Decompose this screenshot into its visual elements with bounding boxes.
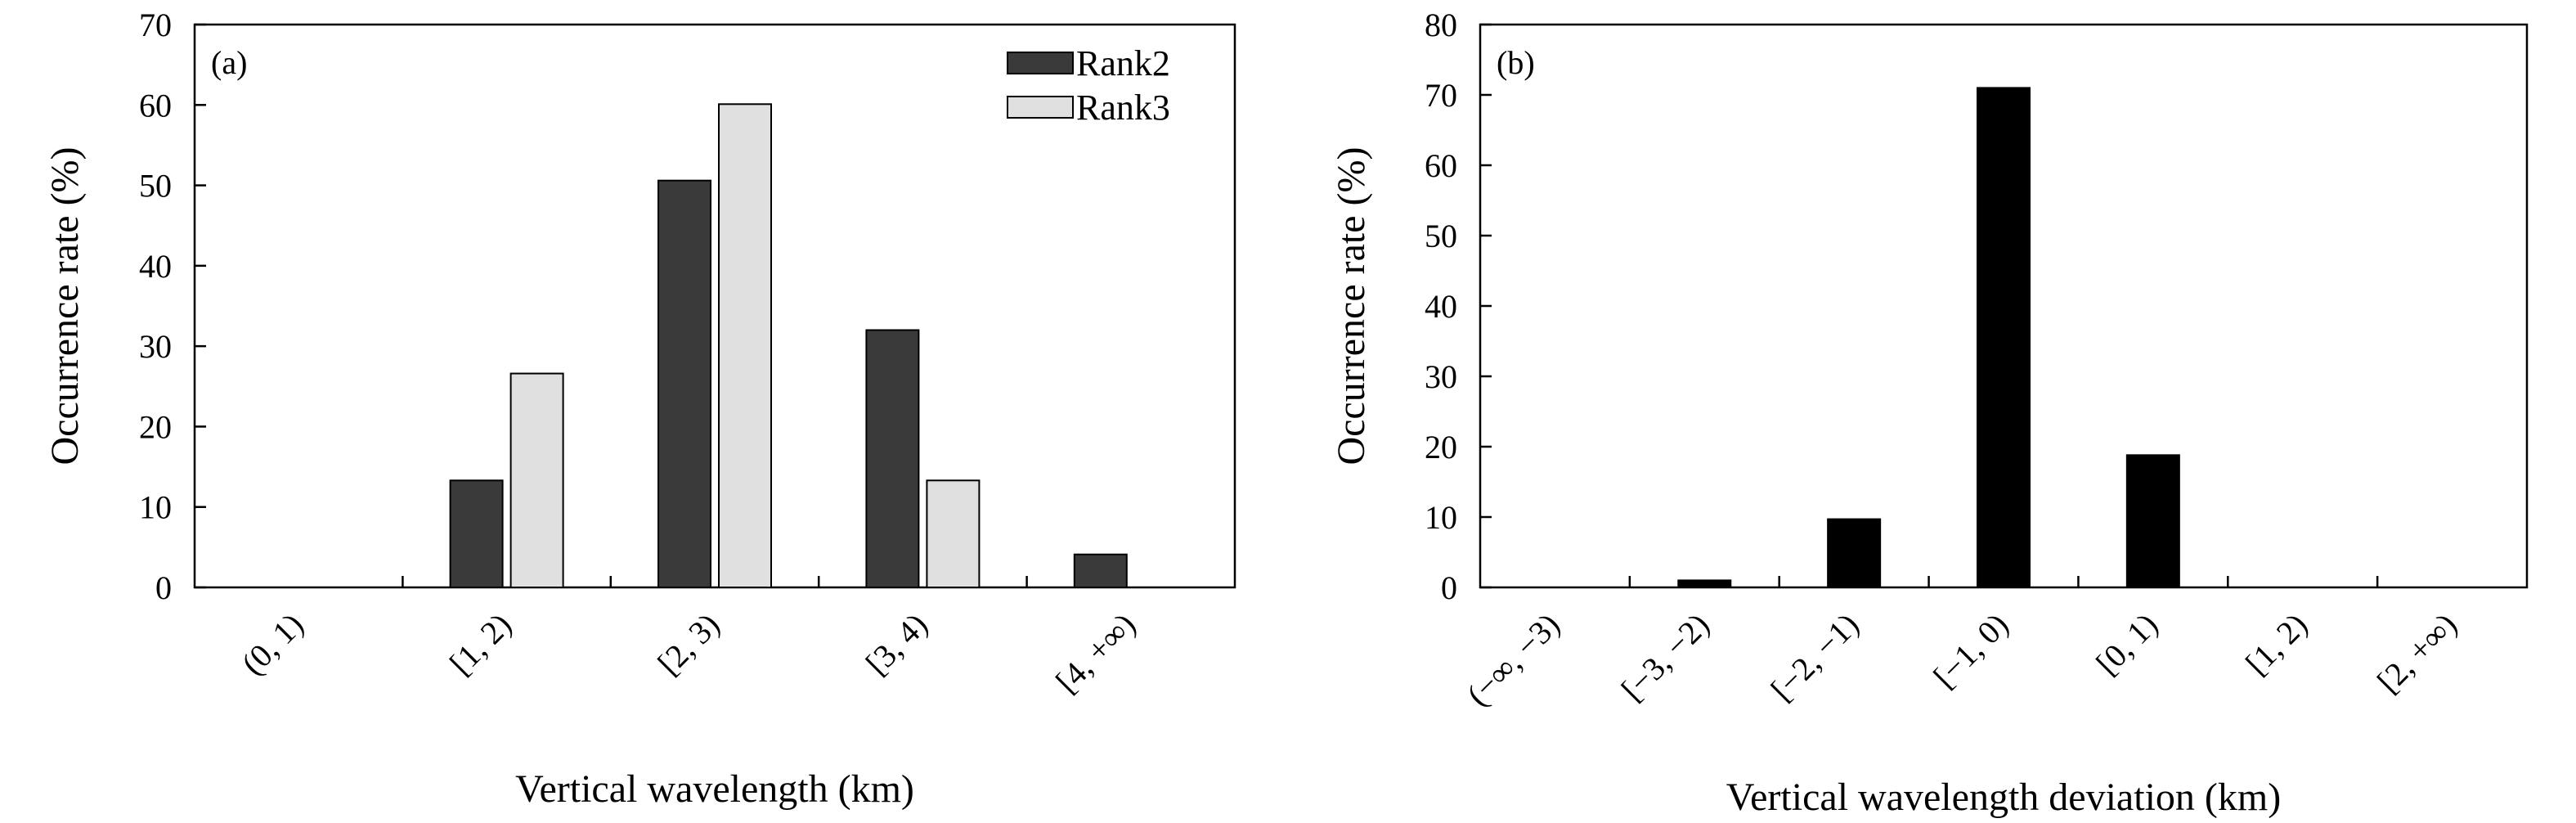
y-tick-label: 20 — [139, 408, 172, 445]
y-tick-label: 50 — [139, 168, 172, 205]
panel-b: 0 10 20 30 40 50 60 70 80 (−∞, −3) [−3, −2) [−2, −1… — [1330, 7, 2529, 819]
panel-label: (b) — [1497, 44, 1535, 81]
y-tick-label: 30 — [1425, 358, 1457, 395]
y-tick-label: 60 — [139, 87, 172, 124]
x-tick-label: [4, +∞) — [1048, 606, 1142, 700]
panel-label: (a) — [211, 44, 247, 81]
bar-rank3-3 — [926, 479, 981, 589]
x-tick-label: [0, 1) — [2089, 606, 2165, 682]
x-tick-label: [2, 3) — [650, 606, 726, 682]
bar-rank2-2 — [657, 179, 711, 588]
x-tick-label: [1, 2) — [442, 606, 518, 682]
bar-rank2-1 — [449, 479, 504, 589]
x-axis: (0, 1) [1, 2) [2, 3) [3, 4) [4, +∞) — [234, 576, 1142, 700]
x-tick-label: (−∞, −3) — [1460, 606, 1567, 713]
x-tick-label: (0, 1) — [234, 606, 310, 682]
x-tick-label: [−2, −1) — [1764, 606, 1866, 708]
legend: Rank2 Rank3 — [1007, 43, 1170, 128]
y-tick-label: 30 — [139, 328, 172, 365]
y-tick-label: 40 — [1425, 288, 1457, 325]
y-axis-title: Occurrence rate (%) — [43, 146, 87, 465]
y-tick-label: 10 — [1425, 499, 1457, 536]
legend-label: Rank2 — [1076, 43, 1170, 83]
bar-1 — [1677, 579, 1732, 589]
x-tick-label: [−3, −2) — [1614, 606, 1717, 708]
y-tick-label: 20 — [1425, 429, 1457, 465]
y-tick-label: 10 — [139, 489, 172, 526]
x-tick-label: [1, 2) — [2238, 606, 2314, 682]
x-tick-label: [3, 4) — [859, 606, 935, 682]
x-tick-label: [2, +∞) — [2370, 606, 2464, 700]
y-axis-title: Occurrence rate (%) — [1330, 146, 1373, 465]
y-tick-label: 70 — [139, 7, 172, 43]
bar-4 — [2125, 454, 2180, 588]
legend-swatch — [1007, 96, 1074, 119]
x-axis: (−∞, −3) [−3, −2) [−2, −1) [−1, 0) [0, 1) [1,… — [1460, 576, 2464, 713]
bars — [449, 103, 1128, 589]
legend-label: Rank3 — [1076, 88, 1170, 128]
y-tick-label: 70 — [1425, 77, 1457, 114]
bar-rank3-2 — [718, 103, 772, 588]
y-tick-label: 40 — [139, 248, 172, 285]
bar-2 — [1827, 518, 1882, 589]
panel-a: 0 10 20 30 40 50 60 70 (0, 1) [1, 2) [2, 3) [3, 4) [… — [43, 7, 1236, 811]
x-axis-title: Vertical wavelength deviation (km) — [1726, 776, 2281, 819]
y-axis: 0 10 20 30 40 50 60 70 — [139, 7, 206, 606]
x-axis-title: Vertical wavelength (km) — [515, 767, 914, 811]
bar-rank2-3 — [865, 329, 920, 588]
bar-rank2-4 — [1073, 553, 1128, 589]
y-axis: 0 10 20 30 40 50 60 70 80 — [1425, 7, 1492, 606]
bar-3 — [1977, 87, 2031, 588]
y-tick-label: 0 — [155, 569, 172, 606]
y-tick-label: 60 — [1425, 147, 1457, 184]
legend-swatch — [1007, 52, 1074, 74]
plot-frame — [193, 23, 1236, 589]
y-tick-label: 80 — [1425, 7, 1457, 43]
x-tick-label: [−1, 0) — [1926, 606, 2015, 695]
y-tick-label: 0 — [1441, 569, 1457, 606]
bars — [1677, 87, 2180, 589]
y-tick-label: 50 — [1425, 218, 1457, 254]
bar-rank3-1 — [509, 372, 564, 588]
